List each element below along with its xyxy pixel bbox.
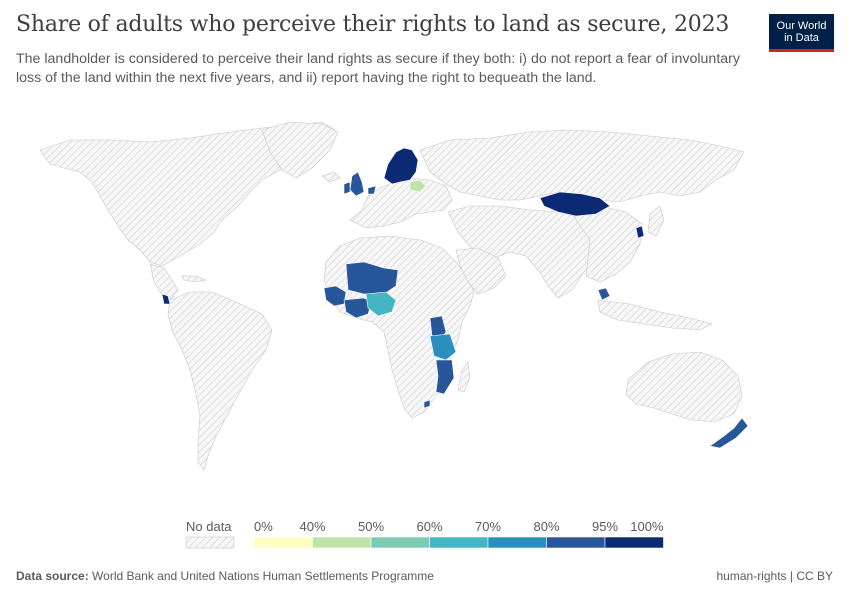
chart-title: Share of adults who perceive their right… <box>16 12 730 37</box>
legend-tick-label: 80% <box>533 519 559 534</box>
region-iceland[interactable] <box>321 171 341 183</box>
country-tanzania[interactable] <box>429 333 457 361</box>
country-belarus[interactable] <box>409 179 427 193</box>
region-japan[interactable] <box>647 205 665 237</box>
legend-bin[interactable] <box>429 536 489 549</box>
country-new-zealand[interactable] <box>709 417 749 449</box>
country-south-korea[interactable] <box>635 225 645 239</box>
region-madagascar[interactable] <box>457 361 471 393</box>
region-south-america[interactable] <box>167 291 273 471</box>
logo-line-2: in Data <box>784 32 819 44</box>
country-united-kingdom[interactable] <box>349 171 365 197</box>
legend-no-data-label: No data <box>186 519 232 534</box>
region-central-america[interactable] <box>149 263 179 301</box>
country-cambodia[interactable] <box>597 287 611 301</box>
legend-bin[interactable] <box>487 536 547 549</box>
country-eswatini[interactable] <box>423 399 431 409</box>
legend-bin[interactable] <box>370 536 430 549</box>
legend-tick-label: 40% <box>299 519 325 534</box>
data-source: Data source: World Bank and United Natio… <box>16 569 434 583</box>
world-map <box>39 121 749 471</box>
legend-bins <box>253 536 664 549</box>
region-greenland[interactable] <box>261 121 339 179</box>
region-north-america[interactable] <box>39 121 336 267</box>
data-source-text: World Bank and United Nations Human Sett… <box>88 569 434 583</box>
legend-bin[interactable] <box>253 536 313 549</box>
country-nigeria[interactable] <box>365 291 397 317</box>
legend: No data 0% 40% 50% 60% 70% 80% 95% 100% <box>185 519 664 549</box>
legend-bin[interactable] <box>312 536 372 549</box>
region-europe[interactable] <box>349 177 453 229</box>
legend-tick-label: 95% <box>592 519 618 534</box>
region-arabia[interactable] <box>455 247 507 295</box>
legend-tick-label: 60% <box>416 519 442 534</box>
chart-subtitle: The landholder is considered to perceive… <box>16 51 740 86</box>
legend-no-data-swatch <box>185 536 235 549</box>
region-southeast-asia[interactable] <box>597 299 713 331</box>
region-australia[interactable] <box>625 351 743 423</box>
legend-tick-label: 50% <box>358 519 384 534</box>
legend-tick-label: 70% <box>475 519 501 534</box>
country-sweden-finland-norway[interactable] <box>383 147 419 185</box>
region-east-asia[interactable] <box>569 205 643 283</box>
country-coastal-west-africa[interactable] <box>343 297 373 319</box>
country-mali-niger-burkina[interactable] <box>345 261 399 295</box>
country-netherlands[interactable] <box>367 185 377 195</box>
license-text[interactable]: human-rights | CC BY <box>716 569 834 583</box>
country-mongolia[interactable] <box>539 191 611 217</box>
region-africa[interactable] <box>323 235 475 419</box>
data-source-label: Data source: <box>16 569 89 583</box>
country-ireland[interactable] <box>343 181 351 195</box>
legend-tick-label: 0% <box>254 519 273 534</box>
country-malawi-mozambique[interactable] <box>435 359 455 395</box>
legend-bin[interactable] <box>604 536 664 549</box>
region-caribbean[interactable] <box>181 275 208 283</box>
legend-bin[interactable] <box>546 536 606 549</box>
legend-tick-label: 100% <box>630 519 664 534</box>
legend-ticks: 0% 40% 50% 60% 70% 80% 95% 100% <box>254 519 664 534</box>
owid-logo[interactable]: Our World in Data <box>769 14 834 52</box>
region-north-asia[interactable] <box>419 129 745 203</box>
country-senegal-guinea[interactable] <box>323 285 347 307</box>
country-panama[interactable] <box>161 293 171 305</box>
logo-line-1: Our World <box>776 20 827 32</box>
